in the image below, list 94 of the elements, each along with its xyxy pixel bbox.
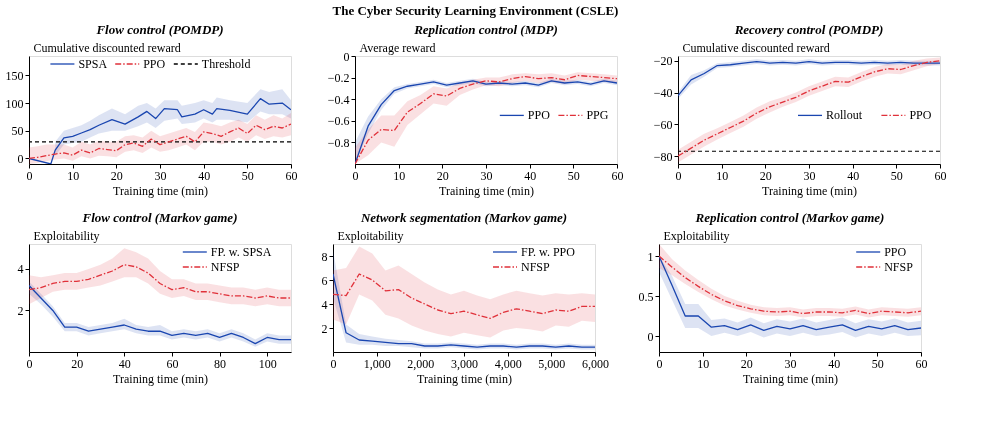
y-tick-label: 50: [11, 124, 24, 139]
legend-label: PPO: [884, 245, 907, 259]
line-series: [659, 255, 921, 315]
line-series: [333, 273, 595, 320]
y-tick-label: −80: [653, 149, 673, 164]
legend-label: NFSP: [521, 260, 551, 274]
y-tick-label: 0: [17, 151, 24, 166]
y-axis-title: Average reward: [359, 40, 436, 55]
chart-title: Network segmentation (Markov game): [359, 210, 568, 225]
x-tick-label: 6,000: [582, 356, 609, 371]
y-tick-label: −20: [653, 54, 673, 69]
y-tick-label: −60: [653, 117, 673, 132]
x-tick-label: 10: [716, 168, 729, 183]
x-tick-label: 50: [871, 356, 884, 371]
y-tick-label: −0.2: [327, 71, 350, 86]
legend-label: PPG: [586, 108, 609, 123]
x-tick-label: 60: [285, 168, 298, 183]
legend-label: NFSP: [210, 260, 240, 274]
x-axis-title: Training time (min): [439, 183, 534, 198]
y-tick-label: 0.5: [638, 289, 654, 304]
y-tick-label: 0: [647, 329, 654, 344]
legend-label: NFSP: [884, 260, 914, 274]
x-axis-title: Training time (min): [743, 371, 838, 386]
y-tick-label: 2: [17, 303, 24, 318]
y-axis-title: Exploitability: [663, 228, 730, 243]
x-tick-label: 30: [154, 168, 167, 183]
y-axis-title: Cumulative discounted reward: [682, 40, 830, 55]
legend-label: PPO: [909, 108, 932, 123]
x-tick-label: 30: [784, 356, 797, 371]
chart-title: Flow control (Markov game): [81, 210, 238, 225]
x-tick-label: 3,000: [451, 356, 478, 371]
x-tick-label: 40: [198, 168, 211, 183]
x-axis-title: Training time (min): [417, 371, 512, 386]
x-tick-label: 20: [110, 168, 123, 183]
x-tick-label: 100: [258, 356, 277, 371]
x-tick-label: 40: [118, 356, 131, 371]
legend-label: FP. w. PPO: [521, 245, 576, 259]
x-tick-label: 60: [934, 168, 947, 183]
legend-label: Threshold: [201, 57, 251, 71]
x-tick-label: 50: [890, 168, 903, 183]
x-tick-label: 40: [847, 168, 860, 183]
x-tick-label: 4,000: [494, 356, 522, 371]
x-tick-label: 60: [915, 356, 928, 371]
x-tick-label: 50: [241, 168, 254, 183]
x-tick-label: 50: [567, 168, 580, 183]
y-tick-label: 150: [5, 68, 24, 83]
line-series: [333, 273, 595, 348]
x-tick-label: 20: [71, 356, 84, 371]
x-tick-label: 60: [611, 168, 624, 183]
y-axis-title: Cumulative discounted reward: [33, 40, 181, 55]
legend-label: PPO: [143, 57, 166, 71]
y-tick-label: 1: [647, 249, 654, 264]
line-series: [29, 264, 291, 299]
line-series: [29, 123, 291, 160]
y-tick-label: 100: [5, 96, 24, 111]
chart-title: Flow control (POMDP): [95, 22, 224, 37]
legend-label: PPO: [527, 108, 551, 123]
y-tick-label: −0.4: [327, 92, 350, 107]
x-tick-label: 40: [524, 168, 537, 183]
chart-title: Recovery control (POMDP): [733, 22, 884, 37]
x-tick-label: 2,000: [407, 356, 435, 371]
x-tick-label: 20: [740, 356, 753, 371]
y-tick-label: 6: [321, 273, 328, 288]
y-tick-label: 4: [17, 262, 24, 277]
x-tick-label: 30: [480, 168, 493, 183]
x-tick-label: 20: [759, 168, 772, 183]
x-tick-label: 10: [67, 168, 80, 183]
chart-title: Replication control (Markov game): [694, 210, 885, 225]
y-axis-title: Exploitability: [33, 228, 100, 243]
x-axis-title: Training time (min): [113, 371, 208, 386]
text: The Cyber Security Learning Environment (CSLE): [332, 2, 619, 18]
x-tick-label: 30: [803, 168, 816, 183]
legend-label: Rollout: [826, 108, 863, 123]
y-tick-label: 8: [321, 249, 328, 264]
x-tick-label: 10: [393, 168, 406, 183]
y-tick-label: −0.6: [327, 114, 350, 129]
y-tick-label: 4: [321, 297, 328, 312]
y-axis-title: Exploitability: [337, 228, 404, 243]
y-tick-label: 0: [343, 49, 350, 64]
x-tick-label: 40: [828, 356, 841, 371]
y-tick-label: 2: [321, 321, 328, 336]
x-axis-title: Training time (min): [762, 183, 857, 198]
legend-label: SPSA: [78, 57, 108, 71]
x-tick-label: 80: [214, 356, 227, 371]
x-tick-label: 10: [697, 356, 710, 371]
legend-label: FP. w. SPSA: [210, 245, 272, 259]
x-tick-label: 1,000: [363, 356, 391, 371]
x-tick-label: 5,000: [538, 356, 566, 371]
chart-title: Replication control (MDP): [413, 22, 558, 37]
y-tick-label: −0.8: [327, 135, 350, 150]
y-tick-label: −40: [653, 86, 673, 101]
x-tick-label: 20: [436, 168, 449, 183]
x-tick-label: 60: [166, 356, 179, 371]
x-axis-title: Training time (min): [113, 183, 208, 198]
